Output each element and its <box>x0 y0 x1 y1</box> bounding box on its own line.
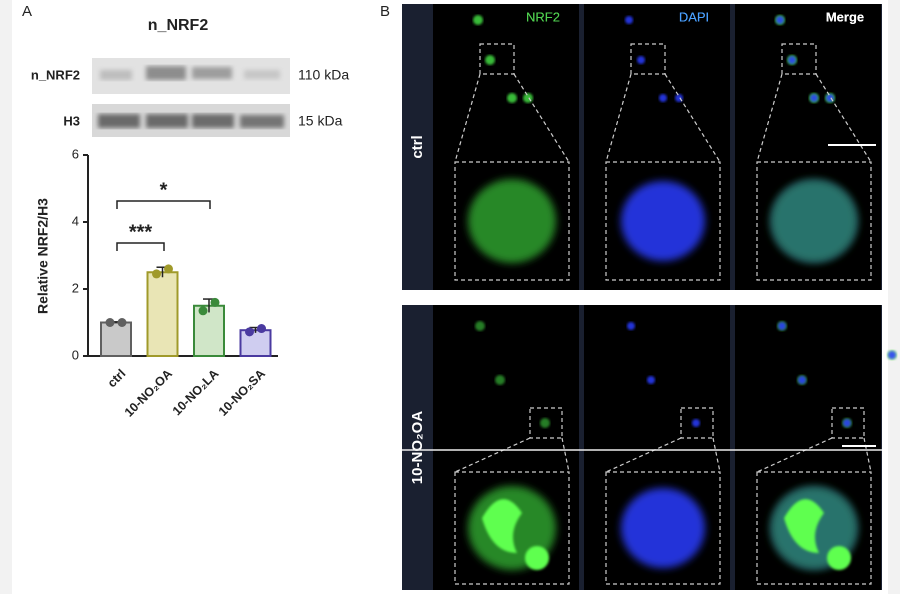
data-point <box>210 297 220 307</box>
band <box>98 114 140 128</box>
column-label: NRF2 <box>526 9 560 24</box>
nucleus <box>778 322 786 330</box>
zoom-line <box>712 437 721 473</box>
column-label: Merge <box>826 9 864 24</box>
cell <box>507 93 517 103</box>
data-point <box>245 327 254 337</box>
cell <box>495 375 505 385</box>
y-tick-label: 6 <box>72 146 79 161</box>
nrf2-aggregate <box>482 499 522 553</box>
cell <box>475 321 485 331</box>
band <box>100 70 132 80</box>
blot-row-label: n_NRF2 <box>31 67 80 82</box>
nucleus <box>637 56 645 64</box>
zoom-inset <box>756 471 872 585</box>
cell <box>523 93 533 103</box>
nucleus <box>798 376 806 384</box>
blot-size: 15 kDa <box>298 113 343 129</box>
cell <box>485 55 495 65</box>
blot-bands <box>100 66 280 80</box>
nucleus <box>647 376 655 384</box>
column-label: DAPI <box>679 9 709 24</box>
zoom-line <box>605 73 632 163</box>
y-tick-label: 4 <box>72 213 79 228</box>
data-point <box>198 306 208 316</box>
bar <box>146 271 179 357</box>
zoom-line <box>756 73 783 163</box>
zoom-box <box>781 43 817 75</box>
band <box>240 115 284 128</box>
bar <box>193 304 225 357</box>
blot-bands <box>98 114 284 128</box>
zoom-line <box>863 437 872 473</box>
data-point <box>152 269 161 279</box>
zoom-line <box>513 73 570 163</box>
zoom-line <box>561 437 570 473</box>
data-point <box>257 324 266 334</box>
nucleus <box>627 322 635 330</box>
column-label: DAPI <box>679 9 709 24</box>
significance-label: *** <box>129 221 153 243</box>
zoom-box <box>479 43 515 75</box>
panel-label: A <box>22 3 32 20</box>
blot-size: 110 kDa <box>298 67 349 83</box>
blot-title: n_NRF2 <box>148 17 209 34</box>
zoom-inset <box>454 161 570 281</box>
zoom-box <box>529 407 563 439</box>
significance-bracket <box>116 242 165 251</box>
zoom-box <box>680 407 714 439</box>
y-axis-label: Relative NRF2/H3 <box>35 198 51 314</box>
band <box>146 66 186 80</box>
zoom-box <box>630 43 666 75</box>
y-tick-label: 0 <box>72 347 79 362</box>
nrf2-aggregate <box>784 499 824 553</box>
column-label: Merge <box>826 9 864 24</box>
panel-label: B <box>380 3 390 20</box>
zoom-line <box>454 73 481 163</box>
nrf2-zoom <box>770 179 858 263</box>
zoom-line <box>664 73 721 163</box>
nucleus-zoom <box>621 181 705 261</box>
nucleus <box>843 419 851 427</box>
band <box>146 114 188 128</box>
nucleus <box>625 16 633 24</box>
significance-bracket <box>116 200 211 209</box>
nucleus <box>776 16 784 24</box>
row-label: ctrl <box>409 135 426 158</box>
zoom-inset <box>605 161 721 281</box>
zoom-box <box>831 407 865 439</box>
nucleus <box>788 56 796 64</box>
nucleus <box>888 351 896 359</box>
zoom-line <box>815 73 872 163</box>
band <box>192 67 232 79</box>
nucleus-zoom <box>621 488 705 568</box>
cell <box>540 418 550 428</box>
zoom-inset <box>605 471 721 585</box>
data-point <box>164 264 173 274</box>
nrf2-zoom <box>468 179 556 263</box>
blot-row-label: H3 <box>63 113 80 128</box>
nucleus <box>659 94 667 102</box>
y-tick-label: 2 <box>72 280 79 295</box>
zoom-inset <box>756 161 872 281</box>
nrf2-aggregate <box>827 546 851 570</box>
row-label: 10-NO₂OA <box>409 411 426 485</box>
cell <box>473 15 483 25</box>
nrf2-aggregate <box>525 546 549 570</box>
band <box>192 114 234 128</box>
band <box>244 70 280 79</box>
data-point <box>117 318 127 327</box>
significance-label: * <box>160 179 168 201</box>
column-label: NRF2 <box>526 9 560 24</box>
data-point <box>105 318 115 327</box>
bar <box>100 321 132 357</box>
zoom-inset <box>454 471 570 585</box>
nucleus <box>810 94 818 102</box>
nucleus <box>692 419 700 427</box>
bar <box>239 329 272 357</box>
